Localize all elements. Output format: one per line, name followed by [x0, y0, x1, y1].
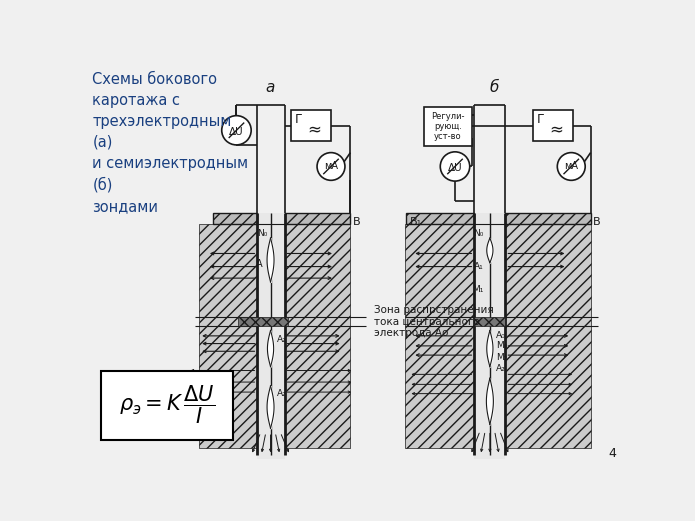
Bar	[284, 213, 350, 224]
Text: Схемы бокового
каротажа с
трехэлектродным
(а)
и семиэлектродным
(б)
зондами: Схемы бокового каротажа с трехэлектродны…	[92, 72, 248, 214]
Bar	[505, 213, 591, 224]
Circle shape	[222, 116, 251, 145]
Text: ΔU: ΔU	[448, 163, 462, 173]
Text: мА: мА	[324, 162, 338, 171]
Text: A₂: A₂	[496, 364, 506, 373]
Bar	[284, 224, 350, 448]
Circle shape	[440, 152, 470, 181]
Bar	[291, 110, 331, 141]
Text: B₁: B₁	[410, 217, 423, 227]
Text: A₂: A₂	[277, 335, 286, 344]
Bar	[101, 370, 233, 440]
Bar	[404, 224, 475, 448]
Text: A₁: A₁	[474, 262, 484, 271]
Text: Г: Г	[295, 113, 302, 126]
Bar	[505, 224, 591, 448]
Bar	[257, 213, 284, 459]
Text: Г: Г	[537, 113, 544, 126]
Text: N₀: N₀	[473, 229, 484, 238]
Text: Зона распрстранения
тока центрального
электрода Ао: Зона распрстранения тока центрального эл…	[374, 305, 493, 338]
Text: A₂: A₂	[277, 389, 286, 398]
Text: A₀: A₀	[496, 331, 506, 340]
Text: B: B	[353, 217, 361, 227]
Text: а: а	[266, 80, 275, 95]
Bar	[199, 224, 257, 448]
Text: ≈: ≈	[307, 120, 321, 139]
Text: Регули-
рующ.
уст-во: Регули- рующ. уст-во	[432, 111, 465, 141]
Text: M₁: M₁	[473, 285, 484, 294]
Bar	[424, 107, 472, 146]
Bar	[475, 317, 505, 326]
Text: б: б	[489, 80, 498, 95]
Text: M₂: M₂	[496, 353, 507, 362]
Bar	[238, 317, 288, 326]
Text: B: B	[593, 217, 600, 227]
Text: ≈: ≈	[549, 120, 563, 139]
Bar	[532, 110, 573, 141]
Bar	[475, 213, 505, 459]
Circle shape	[317, 153, 345, 180]
Text: мА: мА	[564, 162, 578, 171]
Text: A: A	[256, 259, 263, 269]
Text: 4: 4	[608, 447, 616, 460]
Bar	[213, 213, 257, 224]
Text: $\rho_э = K\,\dfrac{\Delta U}{I}$: $\rho_э = K\,\dfrac{\Delta U}{I}$	[119, 384, 215, 426]
Text: ΔU: ΔU	[229, 127, 244, 137]
Bar	[406, 213, 475, 224]
Text: M₀: M₀	[496, 341, 507, 351]
Circle shape	[557, 153, 585, 180]
Text: N₀: N₀	[257, 229, 268, 238]
